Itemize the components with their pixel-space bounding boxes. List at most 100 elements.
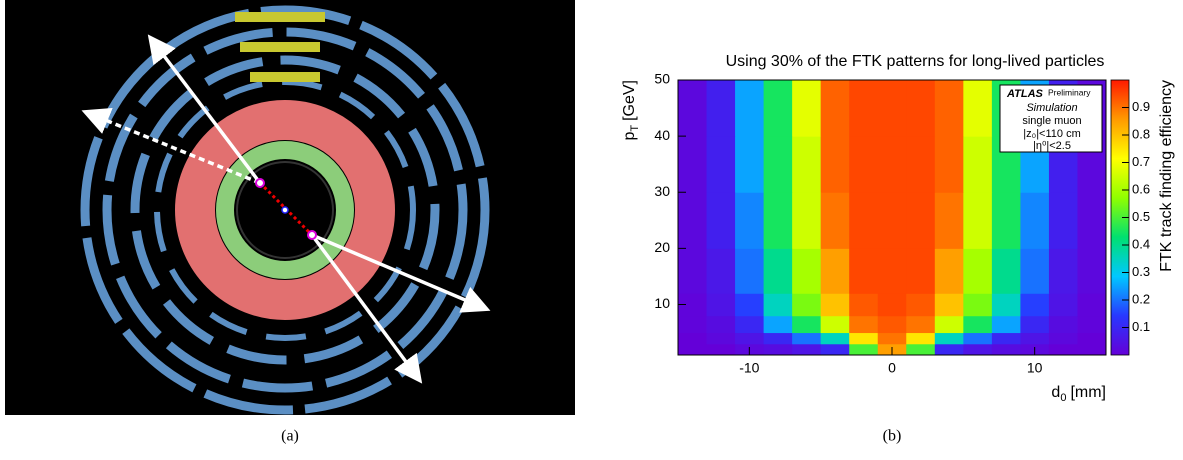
heatmap-cell	[1048, 332, 1078, 345]
heatmap-cell	[934, 293, 964, 317]
heatmap-cell	[763, 80, 793, 137]
heatmap-cell	[877, 136, 907, 193]
heatmap-cell	[963, 136, 993, 193]
heatmap-cell	[1020, 315, 1050, 334]
heatmap-cell	[934, 136, 964, 193]
heatmap-cell	[991, 343, 1021, 356]
heatmap-cell	[735, 293, 765, 317]
heatmap-cell	[735, 332, 765, 345]
y-tick-label: 40	[654, 127, 670, 143]
heatmap-cell	[792, 293, 822, 317]
heatmap-cell	[706, 332, 736, 345]
caption: (a)	[281, 428, 299, 445]
heatmap-cell	[934, 80, 964, 137]
heatmap-cell	[1020, 192, 1050, 249]
heatmap-cell	[849, 315, 879, 334]
legend-z-cut: |z₀|<110 cm	[1023, 128, 1080, 140]
heatmap-cell	[1077, 332, 1107, 345]
heatmap-cell	[678, 248, 708, 294]
legend-eta-cut: |η⁰|<2.5	[1033, 140, 1071, 152]
colorbar-tick-label: 0.9	[1132, 99, 1150, 114]
heatmap-cell	[706, 248, 736, 294]
heatmap-cell	[706, 136, 736, 193]
x-axis-label-sub: 0	[1060, 392, 1066, 404]
heatmap-cell	[991, 192, 1021, 249]
heatmap-cell	[735, 136, 765, 193]
y-axis-label-unit: [GeV]	[621, 80, 638, 121]
x-tick-label: -10	[739, 360, 759, 376]
heatmap-cell	[678, 80, 708, 137]
heatmap-cell	[763, 343, 793, 356]
heatmap-cell	[991, 332, 1021, 345]
heatmap-cell	[706, 315, 736, 334]
heatmap-cell	[792, 315, 822, 334]
heatmap-cell	[1048, 315, 1078, 334]
heatmap-cell	[763, 293, 793, 317]
heatmap-cell	[820, 315, 850, 334]
heatmap-cell	[735, 248, 765, 294]
heatmap-cell	[763, 248, 793, 294]
y-tick-label: 20	[654, 239, 670, 255]
heatmap-cell	[1077, 293, 1107, 317]
event-display	[5, 0, 575, 415]
heatmap-cell	[934, 248, 964, 294]
legend-atlas: ATLAS	[1006, 88, 1044, 100]
x-tick-label: 0	[888, 360, 896, 376]
colorbar-tick-label: 0.4	[1132, 236, 1150, 251]
heatmap-cell	[849, 293, 879, 317]
heatmap-cell	[820, 80, 850, 137]
heatmap-cell	[963, 248, 993, 294]
heatmap-cell	[820, 343, 850, 356]
heatmap-cell	[763, 332, 793, 345]
heatmap-cell	[877, 293, 907, 317]
heatmap-cell	[706, 293, 736, 317]
heatmap-cell	[877, 332, 907, 345]
x-axis-label: d0 [mm]	[1051, 384, 1106, 404]
heatmap-cell	[678, 332, 708, 345]
heatmap-cell	[906, 315, 936, 334]
colorbar-tick-label: 0.7	[1132, 154, 1150, 169]
colorbar-tick-label: 0.5	[1132, 209, 1150, 224]
heatmap-cell	[934, 192, 964, 249]
heatmap-cell	[792, 332, 822, 345]
heatmap-cell	[792, 248, 822, 294]
heatmap-cell	[820, 136, 850, 193]
heatmap-cell	[963, 315, 993, 334]
heatmap-cell	[849, 136, 879, 193]
heatmap-cell	[678, 343, 708, 356]
heatmap-cell	[820, 192, 850, 249]
heatmap-cell	[906, 136, 936, 193]
heatmap-cell	[877, 315, 907, 334]
heatmap-cell	[906, 343, 936, 356]
heatmap-cell	[820, 332, 850, 345]
heatmap-cell	[849, 80, 879, 137]
heatmap-cell	[906, 248, 936, 294]
heatmap-cell	[1048, 343, 1078, 356]
heatmap-cell	[1048, 293, 1078, 317]
heatmap-cell	[849, 343, 879, 356]
heatmap-cell	[678, 192, 708, 249]
heatmap-cell	[792, 192, 822, 249]
heatmap-cell	[877, 80, 907, 137]
heatmap-cell	[991, 293, 1021, 317]
heatmap-cell	[763, 315, 793, 334]
heatmap-cell	[963, 80, 993, 137]
heatmap-cell	[678, 315, 708, 334]
heatmap-cell	[991, 248, 1021, 294]
legend-status: Preliminary	[1048, 87, 1091, 97]
heatmap-cell	[906, 332, 936, 345]
heatmap-cell	[1020, 332, 1050, 345]
heatmap-cell	[849, 248, 879, 294]
colorbar-label: FTK track finding efficiency	[1158, 80, 1175, 272]
heatmap-cell	[763, 192, 793, 249]
heatmap-cell	[792, 343, 822, 356]
legend-box	[999, 84, 1103, 153]
heatmap-cell	[934, 332, 964, 345]
heatmap-cell	[792, 136, 822, 193]
chart-title: Using 30% of the FTK patterns for long-l…	[726, 53, 1105, 70]
heatmap-cell	[963, 293, 993, 317]
legend-particle: single muon	[1022, 115, 1081, 127]
heatmap-cell	[820, 248, 850, 294]
heatmap-cell	[963, 343, 993, 356]
